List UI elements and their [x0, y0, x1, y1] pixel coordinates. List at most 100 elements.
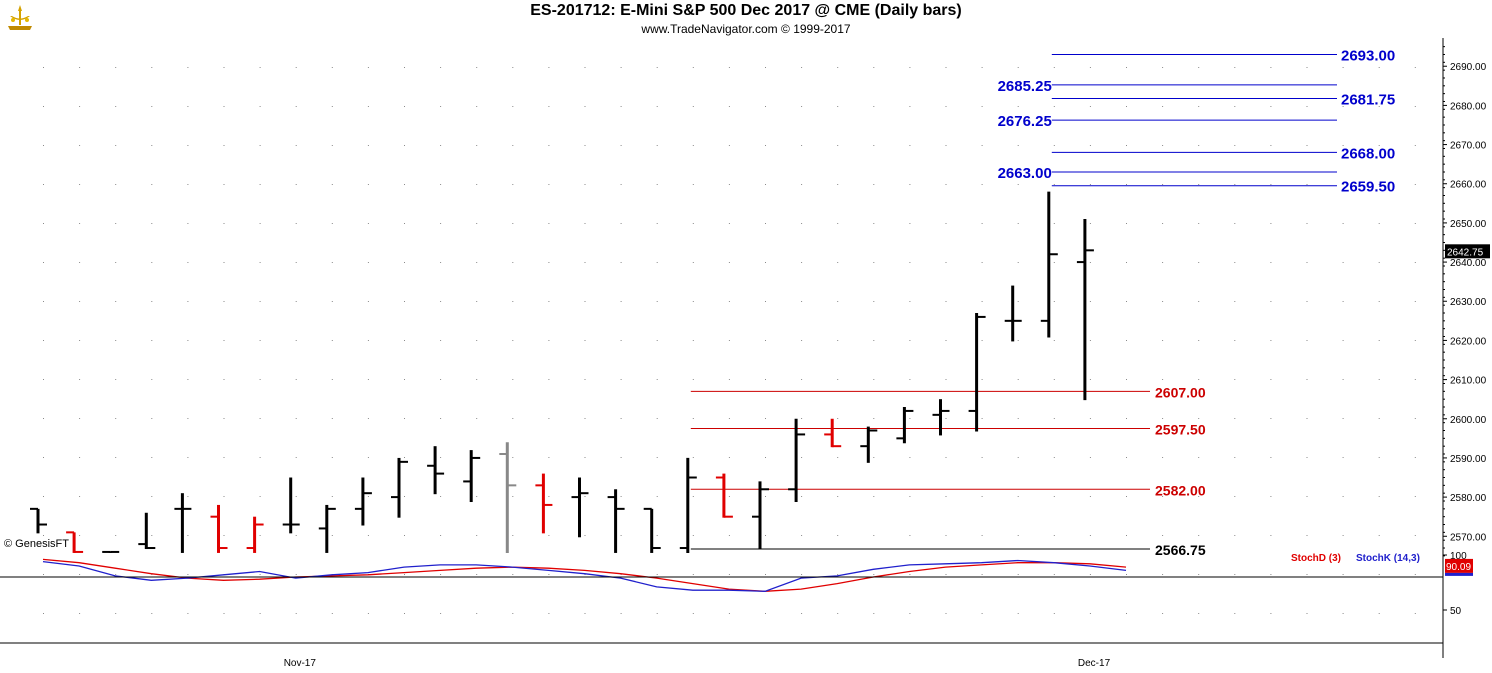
ohlc-bar [138, 512, 156, 550]
grid-dot [584, 574, 586, 575]
grid-dot [367, 184, 369, 185]
grid-dot [331, 67, 333, 68]
grid-dot [1234, 574, 1236, 575]
ohlc-bar [860, 426, 878, 463]
grid-dot [981, 223, 983, 224]
grid-dot [765, 379, 766, 380]
grid-dot [476, 106, 478, 107]
grid-dot [873, 301, 875, 302]
stoch-last-value-label: 90.09 [1446, 562, 1471, 573]
grid-dot [79, 457, 81, 458]
grid-dot [1270, 262, 1272, 263]
grid-dot [692, 574, 694, 575]
grid-dot [1053, 145, 1055, 146]
grid-dot [620, 340, 622, 341]
grid-dot [223, 301, 225, 302]
ohlc-bar [896, 407, 914, 444]
ohlc-bar [752, 481, 769, 550]
grid-dot [331, 106, 333, 107]
ohlc-bar [66, 531, 84, 553]
grid-dot [1017, 223, 1019, 224]
grid-dot [151, 106, 153, 107]
grid-dot [548, 535, 550, 536]
grid-dot [1126, 535, 1127, 536]
grid-dot [43, 223, 44, 224]
grid-dot [512, 223, 514, 224]
grid-dot [837, 184, 839, 185]
grid-dot [151, 418, 153, 419]
grid-dot [692, 496, 694, 497]
grid-dot [728, 106, 730, 107]
grid-dot [873, 613, 875, 614]
grid-dot [1162, 145, 1164, 146]
grid-dot [909, 340, 911, 341]
grid-dot [548, 613, 550, 614]
grid-dot [1089, 106, 1091, 107]
price-tick-label: 2670.00 [1450, 141, 1487, 152]
grid-dot [1414, 418, 1416, 419]
grid-dot [981, 613, 983, 614]
grid-dot [404, 418, 405, 419]
grid-dot [981, 67, 983, 68]
grid-dot [223, 457, 225, 458]
grid-dot [1162, 574, 1164, 575]
grid-dot [584, 223, 586, 224]
grid-dot [1017, 457, 1019, 458]
ohlc-bar [607, 489, 625, 553]
ohlc-bar [354, 477, 372, 526]
grid-dot [909, 379, 911, 380]
grid-dot [1162, 184, 1164, 185]
grid-dot [223, 223, 225, 224]
ohlc-bar [246, 516, 264, 553]
grid-dot [1126, 418, 1127, 419]
grid-dot [151, 574, 153, 575]
grid-dot [765, 223, 766, 224]
grid-dot [1198, 301, 1200, 302]
stoch-k-marker [1445, 572, 1473, 576]
grid-dot [1270, 379, 1272, 380]
grid-dot [1053, 301, 1055, 302]
grid-dot [1414, 535, 1416, 536]
grid-dot [837, 535, 839, 536]
price-axis: 2570.00 2580.00 2590.00 2600.00 2610.00 2620.… [0, 38, 1490, 669]
grid-dot [404, 301, 405, 302]
grid-dot [1017, 184, 1019, 185]
grid-dot [1414, 106, 1416, 107]
grid-dot [440, 535, 442, 536]
grid-dot [837, 379, 839, 380]
grid-dot [548, 457, 550, 458]
grid-dot [656, 223, 658, 224]
grid-dot [801, 457, 803, 458]
grid-dot [1342, 145, 1344, 146]
grid-dot [1306, 379, 1308, 380]
grid-dot [1306, 301, 1308, 302]
grid-dot [1089, 262, 1091, 263]
grid-dot [765, 106, 766, 107]
grid-dot [259, 262, 261, 263]
grid-dot [656, 106, 658, 107]
grid-dot [656, 496, 658, 497]
grid-dot [728, 67, 730, 68]
grid-dot [1089, 223, 1091, 224]
grid-dot [331, 145, 333, 146]
grid-dot [765, 496, 766, 497]
grid-dot [43, 379, 44, 380]
level-label: 2582.00 [1155, 482, 1206, 498]
grid-dot [1126, 496, 1127, 497]
grid-dot [1342, 184, 1344, 185]
grid-dot [873, 535, 875, 536]
grid-dot [584, 301, 586, 302]
grid-dot [837, 262, 839, 263]
grid-dot [1162, 301, 1164, 302]
grid-dot [656, 574, 658, 575]
time-axis-label: Nov-17 [284, 658, 317, 669]
price-tick-label: 2650.00 [1450, 219, 1487, 230]
grid-dot [1414, 379, 1416, 380]
stoch-k-line [42, 559, 1127, 592]
grid-dot [115, 574, 117, 575]
grid-dot [692, 457, 694, 458]
grid-dot [584, 262, 586, 263]
grid-dot [440, 223, 442, 224]
grid-dot [223, 613, 225, 614]
grid-dot [728, 535, 730, 536]
